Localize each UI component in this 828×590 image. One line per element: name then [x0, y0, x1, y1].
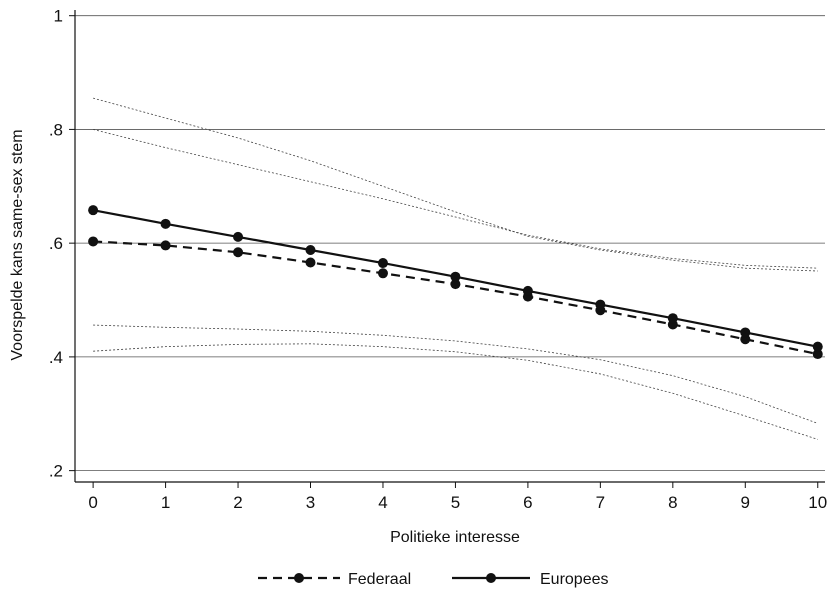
legend: Federaal Europees [258, 571, 609, 588]
federaal-point [160, 240, 171, 251]
axes [69, 10, 825, 488]
x-tick-label: 3 [306, 493, 315, 512]
federaal-ci-upper [93, 97, 818, 272]
europees-ci-lower [93, 324, 818, 424]
federaal-ci-lower [93, 343, 818, 440]
federaal-point [88, 236, 99, 247]
federaal-point [233, 247, 244, 258]
y-tick-label: 1 [54, 7, 63, 26]
federaal-point [377, 268, 388, 279]
europees-point [667, 313, 678, 324]
federaal-point [305, 257, 316, 268]
tick-labels: .2.4.6.810 1 2 3 4 5 6 7 8 9 10 [49, 7, 827, 512]
y-tick-label: .8 [49, 120, 63, 139]
legend-federaal-label: Federaal [348, 571, 411, 588]
europees-point [595, 299, 606, 310]
europees-point [812, 341, 823, 352]
y-tick-label: .4 [49, 348, 63, 367]
legend-europees-label: Europees [540, 571, 609, 588]
x-tick-label: 5 [451, 493, 460, 512]
federaal-point [450, 279, 461, 290]
europees-point [88, 205, 99, 216]
x-tick-label: 8 [668, 493, 677, 512]
x-tick-label: 9 [741, 493, 750, 512]
grid [75, 15, 825, 472]
x-tick-label: 1 [161, 493, 170, 512]
series-lines [88, 205, 823, 360]
europees-point [160, 218, 171, 229]
y-tick-label: .2 [49, 462, 63, 481]
x-tick-label: 10 [808, 493, 827, 512]
legend-europees-marker [486, 573, 496, 583]
x-tick-label: 6 [523, 493, 532, 512]
confidence-bands [93, 97, 818, 440]
europees-point [233, 231, 244, 242]
x-tick-label: 7 [596, 493, 605, 512]
y-tick-label: .6 [49, 234, 63, 253]
x-tick-label: 2 [233, 493, 242, 512]
europees-point [740, 327, 751, 338]
europees-point [522, 285, 533, 296]
europees-point [377, 258, 388, 269]
x-tick-label: 0 [88, 493, 97, 512]
legend-federaal-marker [294, 573, 304, 583]
europees-point [450, 271, 461, 282]
europees-ci-upper [93, 129, 818, 269]
x-tick-label: 4 [378, 493, 387, 512]
x-axis-label: Politieke interesse [390, 529, 520, 546]
federaal-line [93, 240, 818, 356]
federaal-point [812, 349, 823, 360]
europees-point [305, 244, 316, 255]
y-axis-label: Voorspelde kans same-sex stem [9, 129, 26, 360]
